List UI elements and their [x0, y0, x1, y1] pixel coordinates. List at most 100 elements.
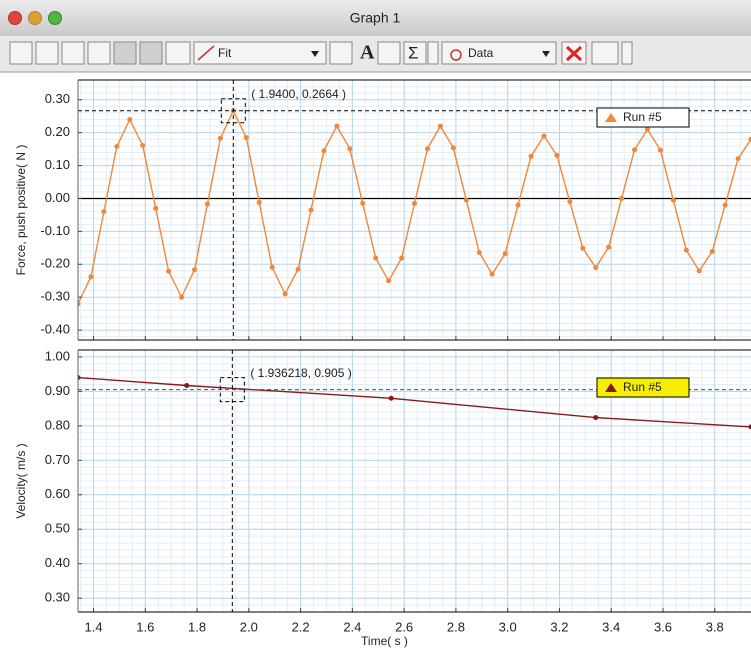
data-point — [282, 291, 288, 297]
data-point — [502, 251, 508, 257]
data-point — [735, 156, 741, 162]
data-point — [243, 135, 249, 141]
fit-label: Fit — [218, 46, 232, 60]
model-button[interactable] — [377, 41, 401, 65]
zoom-in-button[interactable] — [35, 41, 59, 65]
data-point — [722, 202, 728, 208]
autoscale-button[interactable] — [9, 41, 33, 65]
dropdown-arrow — [542, 51, 550, 57]
data-point — [114, 143, 120, 149]
lock-button[interactable] — [113, 41, 137, 65]
data-point — [184, 383, 190, 389]
graph-options-dropdown[interactable] — [621, 41, 633, 65]
data-point — [437, 123, 443, 129]
close-button[interactable] — [8, 11, 22, 25]
data-point — [644, 126, 650, 132]
data-point — [632, 147, 638, 153]
data-point — [670, 197, 676, 203]
x-tick-label: 2.4 — [343, 619, 361, 634]
data-point — [334, 123, 340, 129]
calculator-button[interactable] — [329, 41, 353, 65]
y-tick-label: 0.20 — [45, 124, 70, 139]
examine-button[interactable] — [139, 41, 163, 65]
data-point — [127, 116, 133, 122]
x-tick-label: 2.8 — [447, 619, 465, 634]
x-tick-label: 3.6 — [654, 619, 672, 634]
zoom-rect-button[interactable] — [87, 41, 111, 65]
data-point — [256, 199, 262, 205]
data-point — [515, 202, 521, 208]
data-point — [204, 201, 210, 207]
fit-menu[interactable] — [193, 41, 327, 65]
data-point — [748, 424, 751, 430]
data-point — [554, 152, 560, 158]
data-point — [399, 255, 405, 261]
y-tick-label: -0.30 — [40, 289, 70, 304]
delete-icon — [565, 45, 583, 62]
data-point — [619, 195, 625, 201]
cursor-box — [219, 377, 245, 403]
cursor-readout: ( 1.936218, 0.905 ) — [250, 366, 351, 380]
data-point — [388, 395, 394, 401]
fit-icon — [197, 45, 215, 61]
x-tick-label: 3.4 — [602, 619, 620, 634]
title-bar — [0, 0, 751, 36]
data-point — [709, 248, 715, 254]
stats-dropdown[interactable] — [427, 41, 439, 65]
data-point — [657, 147, 663, 153]
data-point — [541, 133, 547, 139]
data-point — [269, 264, 275, 270]
y-tick-label: 0.40 — [45, 555, 70, 570]
text-tool[interactable]: A — [360, 42, 375, 64]
x-tick-label: 3.2 — [550, 619, 568, 634]
data-point — [140, 142, 146, 148]
data-point — [580, 245, 586, 251]
data-point — [683, 247, 689, 253]
zoom-out-button[interactable] — [61, 41, 85, 65]
y-axis-label: Velocity( m/s ) — [14, 443, 28, 518]
data-icon — [450, 49, 462, 61]
x-tick-label: 2.6 — [395, 619, 413, 634]
zoom-button[interactable] — [48, 11, 62, 25]
data-point — [606, 244, 612, 250]
legend-box — [596, 377, 690, 398]
y-tick-label: 1.00 — [45, 348, 70, 363]
data-point — [321, 148, 327, 154]
legend-marker — [605, 113, 617, 122]
y-axis-label: Force, push positive( N ) — [14, 145, 28, 276]
sigma-icon: Σ — [408, 43, 419, 62]
data-point — [476, 249, 482, 255]
legend-label: Run #5 — [623, 380, 662, 394]
x-tick-label: 1.6 — [136, 619, 154, 634]
tangent-button[interactable] — [165, 41, 191, 65]
graph-options-button[interactable] — [591, 41, 619, 65]
cursor-box — [220, 98, 246, 124]
data-point — [424, 146, 430, 152]
x-tick-label: 1.8 — [188, 619, 206, 634]
y-tick-label: 0.90 — [45, 383, 70, 398]
data-point — [748, 136, 751, 142]
legend-label: Run #5 — [623, 110, 662, 124]
data-point — [191, 267, 197, 273]
minimize-button[interactable] — [28, 11, 42, 25]
data-point — [528, 153, 534, 159]
data-point — [166, 268, 172, 274]
y-tick-label: -0.10 — [40, 223, 70, 238]
stats-button[interactable] — [403, 41, 427, 65]
data-point — [179, 294, 185, 300]
data-point — [373, 255, 379, 261]
data-menu[interactable] — [441, 41, 557, 65]
legend-marker — [605, 383, 617, 392]
data-point — [88, 274, 94, 280]
y-tick-label: 0.80 — [45, 417, 70, 432]
cursor-readout: ( 1.9400, 0.2664 ) — [251, 87, 346, 101]
data-point — [463, 197, 469, 203]
x-tick-label: 1.4 — [84, 619, 102, 634]
data-point — [347, 146, 353, 152]
y-tick-label: 0.30 — [45, 590, 70, 605]
data-point — [593, 265, 599, 271]
y-tick-label: 0.50 — [45, 521, 70, 536]
x-tick-label: 2.2 — [292, 619, 310, 634]
data-label: Data — [468, 46, 494, 60]
